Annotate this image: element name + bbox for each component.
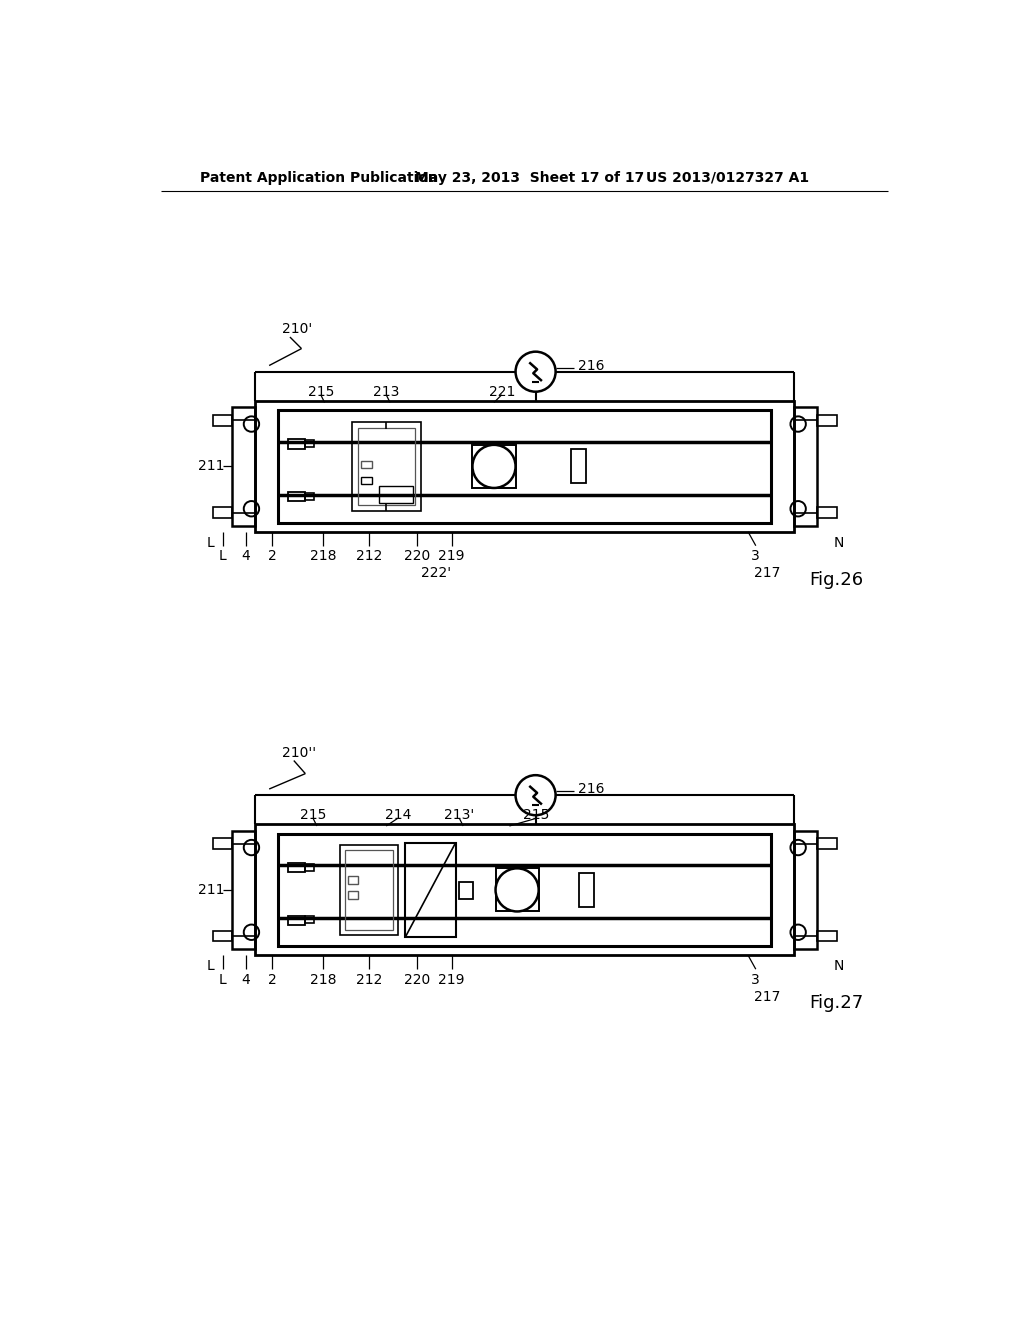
Text: 216: 216 (578, 359, 604, 372)
Bar (817, 507, 837, 517)
Text: 218: 218 (310, 549, 336, 564)
Text: 214: 214 (385, 808, 411, 822)
Bar (472, 445, 515, 488)
Bar (460, 882, 473, 899)
Bar (817, 931, 837, 941)
Text: 211: 211 (198, 459, 224, 474)
Text: 2: 2 (268, 549, 276, 564)
Text: May 23, 2013  Sheet 17 of 17: May 23, 2013 Sheet 17 of 17 (416, 170, 645, 185)
Text: 215: 215 (300, 808, 327, 822)
Bar (795, 830, 817, 949)
Bar (232, 407, 255, 525)
Text: 219: 219 (438, 549, 465, 564)
Bar (232, 830, 255, 949)
Text: Fig.26: Fig.26 (810, 570, 864, 589)
Circle shape (496, 869, 539, 911)
Bar (279, 411, 771, 523)
Bar (348, 891, 358, 899)
Bar (345, 850, 393, 929)
Text: 210': 210' (283, 322, 312, 337)
Text: 217: 217 (754, 566, 780, 581)
Text: 221: 221 (488, 384, 515, 399)
Text: L: L (207, 536, 214, 549)
Text: N: N (834, 960, 844, 973)
Text: 220: 220 (403, 973, 430, 987)
Text: L: L (219, 973, 227, 987)
Bar (340, 845, 397, 935)
Bar (213, 931, 232, 941)
Bar (279, 834, 771, 946)
Bar (213, 838, 232, 849)
Text: 212: 212 (356, 973, 382, 987)
Bar (817, 414, 837, 425)
Text: 4: 4 (242, 549, 251, 564)
Bar (406, 843, 456, 937)
Text: 215: 215 (523, 808, 550, 822)
Text: Fig.27: Fig.27 (810, 994, 864, 1012)
Text: N: N (834, 536, 844, 549)
Text: 210'': 210'' (283, 746, 316, 760)
Bar (795, 407, 817, 525)
Bar (348, 876, 358, 883)
Text: 220: 220 (403, 549, 430, 564)
Bar (213, 507, 232, 517)
Text: 211: 211 (198, 883, 224, 896)
Text: 3: 3 (752, 549, 760, 564)
Text: 3: 3 (752, 973, 760, 987)
Circle shape (472, 445, 515, 488)
Text: 222': 222' (421, 566, 452, 581)
Bar (351, 422, 421, 511)
Text: L: L (219, 549, 227, 564)
Text: 4: 4 (242, 973, 251, 987)
Text: L: L (207, 960, 214, 973)
Bar (817, 838, 837, 849)
Text: 2: 2 (268, 973, 276, 987)
Bar (360, 477, 373, 484)
Text: 215: 215 (307, 384, 334, 399)
Circle shape (515, 351, 556, 392)
Text: 217: 217 (754, 990, 780, 1005)
Bar (571, 450, 587, 483)
Bar (579, 873, 594, 907)
Bar (288, 916, 304, 925)
Bar (496, 869, 539, 911)
Bar (255, 401, 795, 532)
Bar (288, 863, 304, 873)
Text: US 2013/0127327 A1: US 2013/0127327 A1 (646, 170, 810, 185)
Bar (360, 461, 373, 469)
Circle shape (515, 775, 556, 816)
Bar (379, 487, 413, 503)
Text: 213: 213 (373, 384, 399, 399)
Text: 218: 218 (310, 973, 336, 987)
Bar (288, 440, 304, 449)
Bar (304, 916, 313, 924)
Text: Patent Application Publication: Patent Application Publication (200, 170, 437, 185)
Text: 212: 212 (356, 549, 382, 564)
Bar (213, 414, 232, 425)
Bar (304, 440, 313, 447)
Bar (304, 492, 313, 500)
Bar (304, 863, 313, 871)
Text: 219: 219 (438, 973, 465, 987)
Text: 216: 216 (578, 781, 604, 796)
Bar (255, 825, 795, 956)
Bar (288, 492, 304, 502)
Bar (357, 428, 415, 506)
Text: 213': 213' (444, 808, 474, 822)
